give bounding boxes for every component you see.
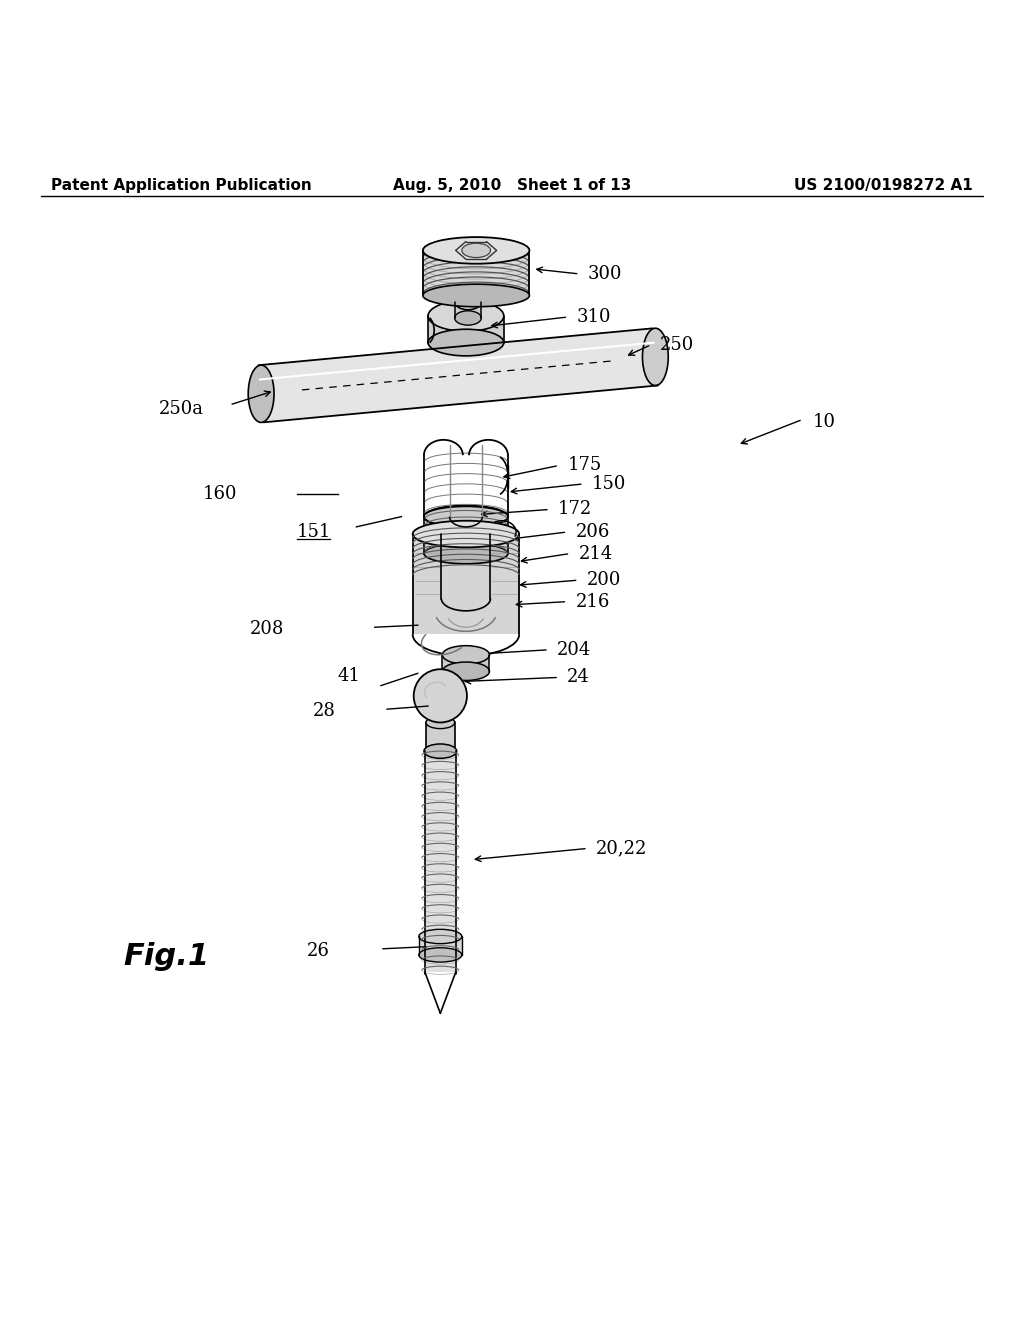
Text: US 2100/0198272 A1: US 2100/0198272 A1 [794, 178, 973, 194]
Text: 250a: 250a [159, 400, 204, 418]
Text: 250: 250 [659, 335, 693, 354]
Ellipse shape [423, 238, 529, 264]
Text: 208: 208 [250, 620, 285, 639]
Text: 172: 172 [558, 500, 592, 519]
Text: 26: 26 [307, 941, 330, 960]
Polygon shape [419, 936, 462, 954]
Text: 41: 41 [338, 668, 360, 685]
Polygon shape [426, 722, 455, 751]
Text: 150: 150 [592, 475, 627, 492]
Ellipse shape [428, 301, 504, 331]
Ellipse shape [419, 929, 462, 944]
Ellipse shape [413, 520, 519, 548]
Polygon shape [425, 751, 456, 973]
Text: 160: 160 [203, 486, 238, 503]
Text: 204: 204 [557, 640, 591, 659]
Ellipse shape [424, 506, 508, 528]
Text: 151: 151 [297, 523, 332, 541]
Ellipse shape [424, 744, 457, 758]
Ellipse shape [428, 329, 504, 356]
Ellipse shape [426, 717, 455, 729]
Ellipse shape [419, 948, 462, 962]
Polygon shape [258, 329, 658, 422]
Text: 216: 216 [575, 593, 610, 611]
Text: 20,22: 20,22 [596, 840, 647, 858]
Text: 28: 28 [312, 702, 335, 721]
Polygon shape [442, 655, 489, 672]
Text: 214: 214 [579, 545, 612, 562]
Polygon shape [413, 535, 519, 635]
Ellipse shape [455, 310, 481, 325]
Text: 310: 310 [577, 308, 611, 326]
Text: 10: 10 [813, 413, 836, 432]
Ellipse shape [414, 669, 467, 722]
Ellipse shape [442, 645, 489, 664]
Ellipse shape [462, 243, 490, 257]
Ellipse shape [455, 293, 481, 310]
Ellipse shape [424, 507, 508, 527]
Text: Patent Application Publication: Patent Application Publication [51, 178, 312, 194]
Ellipse shape [642, 329, 669, 385]
Ellipse shape [248, 366, 274, 422]
Text: 300: 300 [588, 265, 623, 282]
Text: 175: 175 [567, 457, 601, 474]
Text: 206: 206 [575, 523, 610, 541]
Text: Fig.1: Fig.1 [123, 942, 209, 972]
Polygon shape [428, 315, 504, 343]
Ellipse shape [442, 663, 489, 681]
Polygon shape [455, 301, 481, 318]
Ellipse shape [423, 284, 529, 306]
Text: 24: 24 [567, 668, 590, 686]
Ellipse shape [424, 544, 508, 564]
Text: 200: 200 [587, 572, 622, 589]
Polygon shape [424, 516, 508, 553]
Polygon shape [423, 251, 529, 296]
Text: Aug. 5, 2010   Sheet 1 of 13: Aug. 5, 2010 Sheet 1 of 13 [393, 178, 631, 194]
